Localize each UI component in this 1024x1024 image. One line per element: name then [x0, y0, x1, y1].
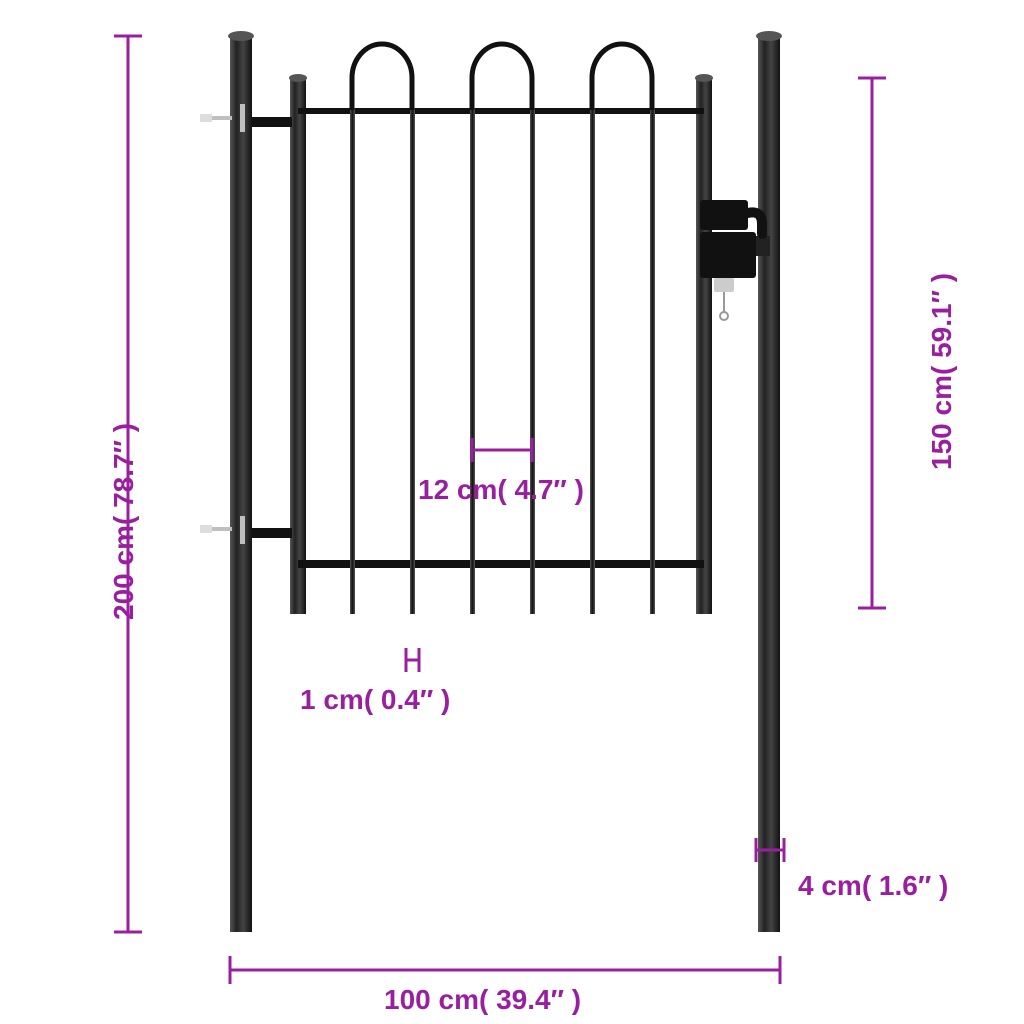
dim-width: 100 cm( 39.4″ ) [384, 984, 581, 1016]
dim-post-thick: 4 cm( 1.6″ ) [798, 870, 948, 902]
inner-bar [470, 108, 475, 614]
inner-bar [590, 108, 595, 614]
inner-bar [650, 108, 655, 614]
diagram-canvas: 200 cm( 78.7″ ) 150 cm( 59.1″ ) 100 cm( … [0, 0, 1024, 1024]
inner-bar [410, 108, 415, 614]
right-post-cap [756, 31, 782, 41]
gate-frame-left [290, 78, 306, 614]
gate-frame-right [696, 78, 712, 614]
hoop [592, 44, 652, 110]
left-post [230, 36, 252, 932]
latch-body [700, 232, 756, 278]
lock-cylinder [714, 278, 734, 292]
dim-height-total: 200 cm( 78.7″ ) [108, 423, 140, 620]
hoop [352, 44, 412, 110]
gate-top-rail [298, 108, 704, 114]
dim-height-gate: 150 cm( 59.1″ ) [926, 273, 958, 470]
inner-bar [350, 108, 355, 614]
dim-bar-thick: 1 cm( 0.4″ ) [300, 684, 450, 716]
dim-bar-gap: 12 cm( 4.7″ ) [418, 474, 584, 506]
inner-bar [530, 108, 535, 614]
hoop [472, 44, 532, 110]
gate-bottom-rail [298, 560, 704, 568]
left-post-cap [228, 31, 254, 41]
right-post [758, 36, 780, 932]
